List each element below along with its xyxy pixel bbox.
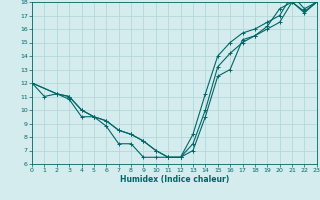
X-axis label: Humidex (Indice chaleur): Humidex (Indice chaleur) bbox=[120, 175, 229, 184]
